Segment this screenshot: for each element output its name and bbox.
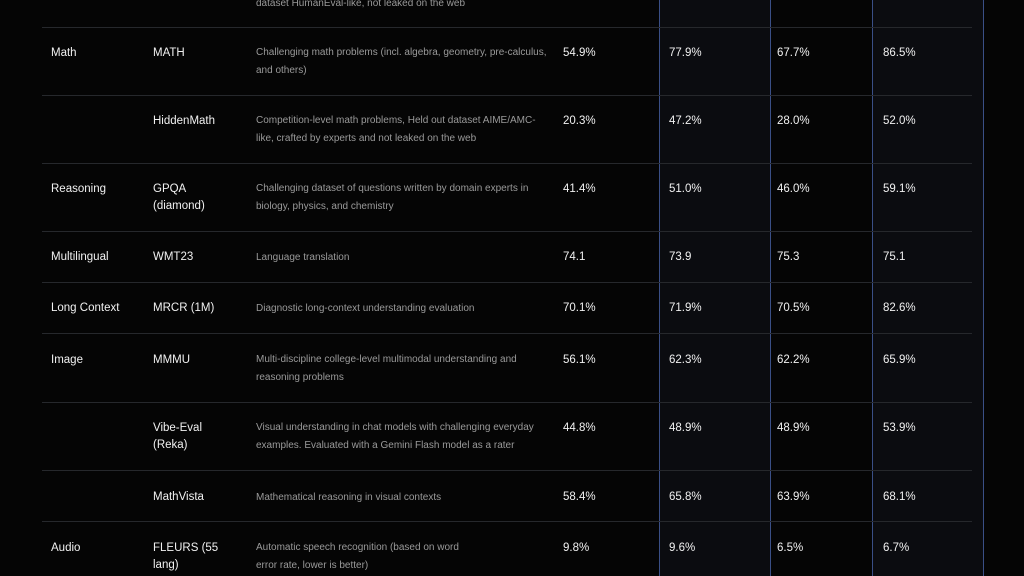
score-value: 59.1% bbox=[883, 183, 916, 195]
score-value: 70.1% bbox=[563, 302, 596, 314]
category-label: Audio bbox=[51, 542, 81, 554]
score-value: 65.8% bbox=[669, 491, 702, 503]
table-row-partial: dataset HumanEval-like, not leaked on th… bbox=[0, 0, 1024, 28]
highlighted-column-2 bbox=[872, 0, 984, 576]
benchmark-description: Competition-level math problems, Held ou… bbox=[256, 115, 536, 144]
benchmark-description: Language translation bbox=[256, 252, 350, 263]
score-value: 20.3% bbox=[563, 115, 596, 127]
benchmark-name: GPQA (diamond) bbox=[153, 183, 205, 212]
score-value: 54.9% bbox=[563, 47, 596, 59]
score-value: 48.9% bbox=[669, 422, 702, 434]
score-value: 82.6% bbox=[883, 302, 916, 314]
score-value: 71.9% bbox=[669, 302, 702, 314]
benchmark-name: HiddenMath bbox=[153, 115, 216, 127]
score-value: 6.5% bbox=[777, 542, 804, 554]
score-value: 52.0% bbox=[883, 115, 916, 127]
score-value: 51.0% bbox=[669, 183, 702, 195]
score-value: 75.1 bbox=[883, 251, 906, 263]
score-value: 62.2% bbox=[777, 354, 810, 366]
benchmark-name: MATH bbox=[153, 47, 185, 59]
score-value: 68.1% bbox=[883, 491, 916, 503]
benchmark-name: MRCR (1M) bbox=[153, 302, 215, 314]
score-value: 86.5% bbox=[883, 47, 916, 59]
table-row: Math MATH Challenging math problems (inc… bbox=[0, 28, 1024, 96]
benchmark-name: MathVista bbox=[153, 491, 204, 503]
benchmark-description: Challenging dataset of questions written… bbox=[256, 183, 529, 212]
score-value: 70.5% bbox=[777, 302, 810, 314]
row-description: dataset HumanEval-like, not leaked on th… bbox=[256, 0, 466, 9]
table-row: Image MMMU Multi-discipline college-leve… bbox=[0, 334, 1024, 403]
score-value: 9.8% bbox=[563, 542, 590, 554]
benchmark-description: Challenging math problems (incl. algebra… bbox=[256, 47, 547, 76]
table-row: Audio FLEURS (55 lang) Automatic speech … bbox=[0, 522, 1024, 576]
score-value: 53.9% bbox=[883, 422, 916, 434]
category-label: Long Context bbox=[51, 302, 120, 314]
score-value: 63.9% bbox=[777, 491, 810, 503]
highlighted-column-1 bbox=[659, 0, 771, 576]
score-value: 28.0% bbox=[777, 115, 810, 127]
category-label: Multilingual bbox=[51, 251, 109, 263]
benchmark-name: WMT23 bbox=[153, 251, 194, 263]
benchmark-name: Vibe-Eval (Reka) bbox=[153, 422, 203, 451]
category-label: Math bbox=[51, 47, 77, 59]
score-value: 41.4% bbox=[563, 183, 596, 195]
benchmark-description: Mathematical reasoning in visual context… bbox=[256, 492, 442, 503]
score-value: 48.9% bbox=[777, 422, 810, 434]
benchmark-description: Multi-discipline college-level multimoda… bbox=[256, 354, 517, 383]
benchmark-description: Visual understanding in chat models with… bbox=[256, 422, 534, 451]
score-value: 9.6% bbox=[669, 542, 696, 554]
score-value: 44.8% bbox=[563, 422, 596, 434]
score-value: 47.2% bbox=[669, 115, 702, 127]
score-value: 73.9 bbox=[669, 251, 692, 263]
score-value: 6.7% bbox=[883, 542, 910, 554]
benchmark-description: Automatic speech recognition (based on w… bbox=[256, 542, 459, 571]
table-row: HiddenMath Competition-level math proble… bbox=[0, 96, 1024, 164]
score-value: 74.1 bbox=[563, 251, 586, 263]
score-value: 75.3 bbox=[777, 251, 800, 263]
score-value: 58.4% bbox=[563, 491, 596, 503]
table-row: Multilingual WMT23 Language translation … bbox=[0, 232, 1024, 283]
score-value: 67.7% bbox=[777, 47, 810, 59]
score-value: 77.9% bbox=[669, 47, 702, 59]
category-label: Image bbox=[51, 354, 83, 366]
score-value: 46.0% bbox=[777, 183, 810, 195]
table-row: Long Context MRCR (1M) Diagnostic long-c… bbox=[0, 283, 1024, 334]
table-row: Vibe-Eval (Reka) Visual understanding in… bbox=[0, 403, 1024, 471]
benchmark-name: MMMU bbox=[153, 354, 191, 366]
table-row: Reasoning GPQA (diamond) Challenging dat… bbox=[0, 164, 1024, 232]
table-row: MathVista Mathematical reasoning in visu… bbox=[0, 471, 1024, 522]
score-value: 65.9% bbox=[883, 354, 916, 366]
score-value: 62.3% bbox=[669, 354, 702, 366]
benchmark-name: FLEURS (55 lang) bbox=[153, 542, 219, 571]
score-value: 56.1% bbox=[563, 354, 596, 366]
benchmark-description: Diagnostic long-context understanding ev… bbox=[256, 303, 475, 314]
category-label: Reasoning bbox=[51, 183, 106, 195]
